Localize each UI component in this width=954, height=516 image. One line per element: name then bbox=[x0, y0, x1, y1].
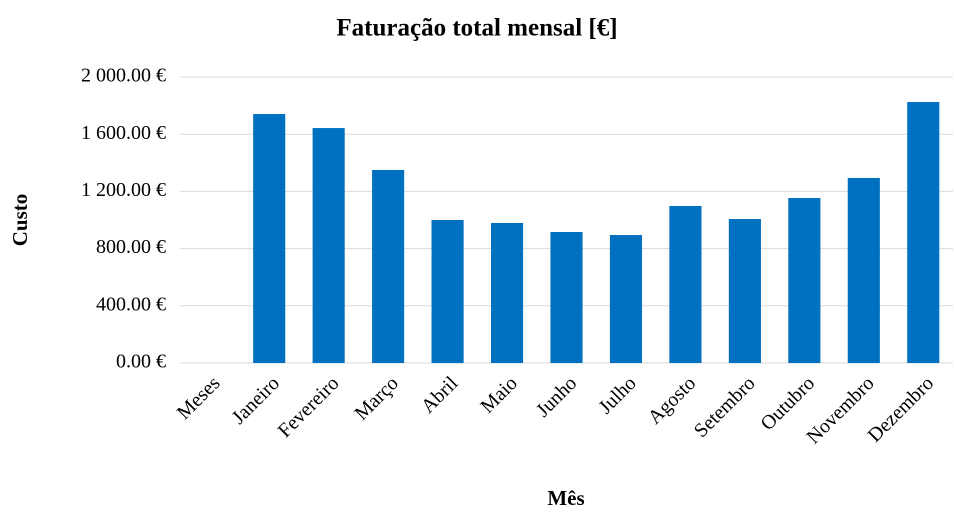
y-tick-label: 0.00 € bbox=[116, 351, 166, 373]
x-tick-label: Janeiro bbox=[228, 372, 284, 428]
x-tick-label: Dezembro bbox=[864, 372, 938, 446]
bar bbox=[847, 177, 880, 363]
bar bbox=[728, 218, 761, 363]
y-tick-label: 400.00 € bbox=[96, 293, 166, 315]
x-tick-label: Setembro bbox=[690, 372, 760, 442]
bar bbox=[669, 205, 702, 363]
bar bbox=[609, 235, 643, 363]
x-tick-label: Agosto bbox=[644, 372, 700, 428]
x-tick-label: Meses bbox=[173, 372, 225, 424]
x-tick-label: Junho bbox=[532, 372, 581, 421]
bar bbox=[253, 114, 286, 363]
bar bbox=[431, 220, 464, 363]
y-tick-label: 800.00 € bbox=[96, 236, 166, 258]
y-tick-label: 1 200.00 € bbox=[81, 179, 166, 201]
x-tick-label: Julho bbox=[595, 372, 641, 418]
bar bbox=[907, 102, 940, 364]
x-tick-label: Fevereiro bbox=[274, 372, 344, 442]
bar bbox=[490, 223, 524, 363]
x-tick-label: Maio bbox=[476, 372, 521, 417]
bar bbox=[372, 169, 405, 363]
y-tick-label: 1 600.00 € bbox=[81, 122, 166, 144]
x-tick-label: Março bbox=[350, 372, 402, 424]
bar bbox=[550, 232, 583, 363]
x-tick-label: Abril bbox=[417, 372, 463, 418]
x-axis-title: Mês bbox=[547, 486, 584, 510]
y-axis-title: Custo bbox=[8, 194, 32, 247]
y-tick-label: 2 000.00 € bbox=[81, 65, 166, 87]
bar bbox=[312, 128, 345, 363]
chart-title: Faturação total mensal [€] bbox=[336, 15, 617, 42]
bar bbox=[788, 197, 821, 363]
